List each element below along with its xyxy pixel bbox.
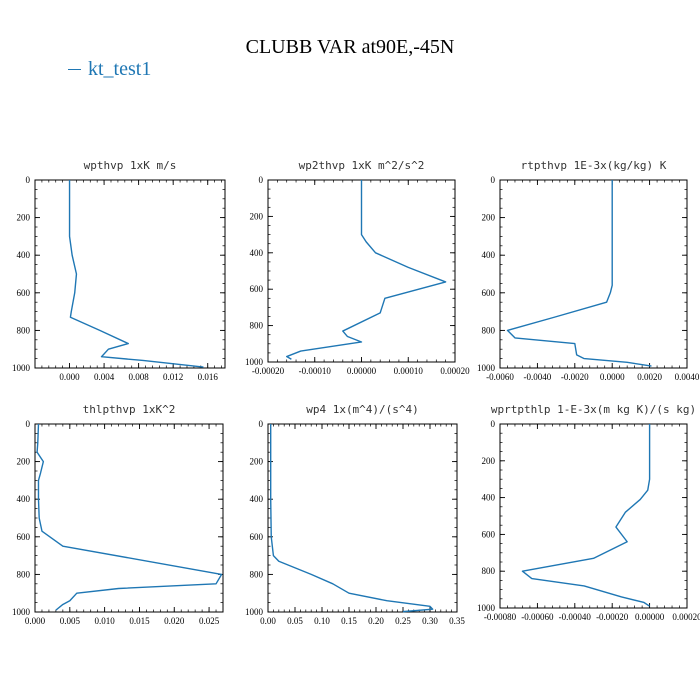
legend-swatch [68, 69, 81, 70]
series-line [286, 180, 447, 360]
series-line [68, 180, 204, 368]
x-tick-label: 0.10 [314, 616, 330, 626]
figure-title: CLUBB VAR at90E,-45N [245, 36, 455, 58]
y-tick-label: 600 [250, 532, 264, 542]
y-tick-label: 200 [250, 457, 264, 467]
x-tick-label: 0.05 [287, 616, 303, 626]
y-tick-label: 400 [250, 248, 264, 258]
x-tick-label: 0.15 [341, 616, 357, 626]
x-tick-label: 0.30 [422, 616, 438, 626]
x-tick-label: 0.005 [60, 616, 81, 626]
y-tick-label: 400 [482, 493, 496, 503]
y-tick-label: 1000 [477, 363, 496, 373]
series-line [506, 180, 652, 367]
panel-title: thlpthvp 1xK^2 [83, 403, 176, 416]
x-tick-label: 0.0040 [675, 372, 700, 382]
legend-label: kt_test1 [88, 58, 152, 80]
y-tick-label: 600 [17, 288, 31, 298]
x-tick-label: -0.00060 [521, 612, 554, 622]
x-tick-label: 0.35 [449, 616, 465, 626]
x-tick-label: 0.004 [94, 372, 115, 382]
x-tick-label: -0.00020 [252, 366, 285, 376]
x-tick-label: -0.00020 [596, 612, 629, 622]
panel-title: wp4 1x(m^4)/(s^4) [306, 403, 419, 416]
x-tick-label: 0.015 [129, 616, 150, 626]
x-tick-label: 0.020 [164, 616, 185, 626]
y-tick-label: 0 [26, 419, 31, 429]
x-tick-label: 0.012 [163, 372, 183, 382]
x-tick-label: 0.016 [198, 372, 219, 382]
x-tick-label: 0.008 [129, 372, 150, 382]
x-tick-label: 0.025 [199, 616, 220, 626]
panel-title: rtpthvp 1E-3x(kg/kg) K [521, 159, 667, 172]
x-tick-label: 0.00000 [635, 612, 665, 622]
y-tick-label: 600 [482, 288, 496, 298]
plot-frame [267, 423, 458, 613]
y-tick-label: 200 [17, 213, 31, 223]
y-tick-label: 0 [491, 175, 496, 185]
y-tick-label: 800 [482, 325, 496, 335]
x-tick-label: 0.00010 [394, 366, 424, 376]
y-tick-label: 200 [17, 457, 31, 467]
x-tick-label: -0.0020 [561, 372, 589, 382]
x-tick-label: 0.00000 [347, 366, 377, 376]
x-tick-label: 0.0000 [600, 372, 625, 382]
series-line [36, 423, 223, 611]
y-tick-label: 600 [482, 529, 496, 539]
panel-title: wprtpthlp 1-E-3x(m kg K)/(s kg) [491, 403, 696, 416]
y-tick-label: 1000 [477, 603, 496, 613]
panel-1: wpthvp 1xK m/s 0.000 0.004 0.008 0.012 0.016 0… [12, 159, 226, 382]
y-tick-label: 600 [17, 532, 31, 542]
x-tick-label: -0.00010 [299, 366, 332, 376]
series-line [521, 424, 651, 607]
x-tick-label: 0.000 [25, 616, 46, 626]
panel-2: wp2thvp 1xK m^2/s^2 -0.00020 -0.00010 0.000… [245, 159, 470, 376]
y-tick-label: 0 [26, 175, 31, 185]
y-tick-label: 600 [250, 284, 264, 294]
series-line [270, 424, 434, 613]
panel-4: thlpthvp 1xK^2 0.000 0.005 0.010 0.015 0.020 0… [12, 403, 224, 626]
y-tick-label: 800 [17, 569, 31, 579]
y-tick-label: 0 [491, 419, 496, 429]
y-tick-label: 800 [250, 321, 264, 331]
y-tick-label: 1000 [245, 357, 264, 367]
panel-3: rtpthvp 1E-3x(kg/kg) K -0.0060 -0.0040 -0.0… [477, 159, 700, 382]
panel-6: wprtpthlp 1-E-3x(m kg K)/(s kg)-0.00080-… [477, 403, 700, 622]
x-tick-label: -0.00040 [559, 612, 592, 622]
plot-frame [34, 179, 226, 369]
y-tick-label: 1000 [12, 363, 31, 373]
panel-title: wp2thvp 1xK m^2/s^2 [299, 159, 425, 172]
y-tick-label: 400 [482, 250, 496, 260]
x-tick-label: 0.00020 [672, 612, 700, 622]
y-tick-label: 200 [482, 456, 496, 466]
y-tick-label: 400 [17, 494, 31, 504]
legend: kt_test1 [68, 58, 151, 81]
y-tick-label: 800 [482, 566, 496, 576]
x-tick-label: 0.000 [59, 372, 80, 382]
y-tick-label: 200 [482, 213, 496, 223]
x-tick-label: 0.00 [260, 616, 276, 626]
x-tick-label: 0.25 [395, 616, 411, 626]
x-tick-label: 0.0020 [637, 372, 662, 382]
y-tick-label: 400 [250, 494, 264, 504]
panel-title: wpthvp 1xK m/s [84, 159, 177, 172]
plot-frame [34, 423, 224, 613]
x-tick-label: 0.010 [95, 616, 116, 626]
y-tick-label: 200 [250, 211, 264, 221]
x-tick-label: 0.00020 [440, 366, 470, 376]
y-tick-label: 1000 [12, 607, 31, 617]
x-tick-label: -0.00080 [484, 612, 517, 622]
x-tick-label: -0.0060 [486, 372, 514, 382]
y-tick-label: 800 [250, 569, 264, 579]
y-tick-label: 0 [259, 175, 264, 185]
y-tick-label: 800 [17, 325, 31, 335]
y-tick-label: 400 [17, 250, 31, 260]
x-tick-label: 0.20 [368, 616, 384, 626]
panel-5: wp4 1x(m^4)/(s^4) 0.00 0.05 0.10 0.15 0.20 0.2… [245, 403, 465, 626]
plot-frame [499, 423, 688, 609]
x-tick-label: -0.0040 [524, 372, 552, 382]
y-tick-label: 0 [259, 419, 264, 429]
y-tick-label: 1000 [245, 607, 264, 617]
